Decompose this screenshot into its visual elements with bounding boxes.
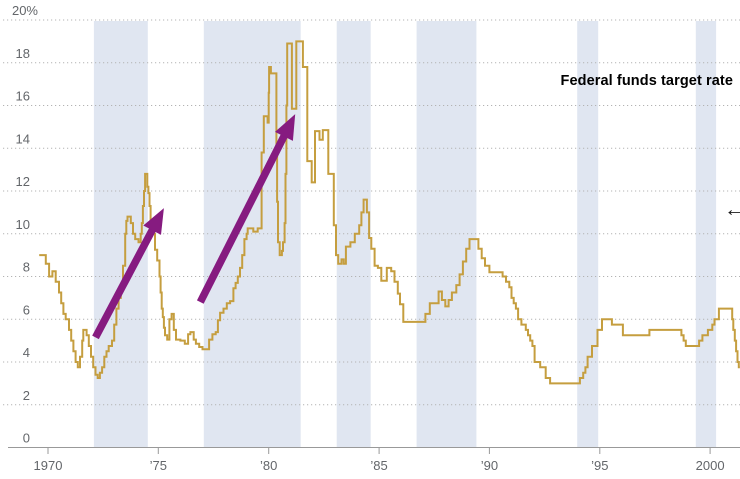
y-tick-label: 14 <box>16 131 30 146</box>
y-tick-label: 12 <box>16 174 30 189</box>
trend-arrow-shaft <box>92 224 158 340</box>
x-tick-label: ’75 <box>150 458 167 473</box>
y-tick-label: 6 <box>23 302 30 317</box>
trend-arrow-head <box>275 114 296 141</box>
trend-arrow-shaft <box>196 131 290 304</box>
x-tick-label: ’95 <box>591 458 608 473</box>
y-tick-label: 18 <box>16 46 30 61</box>
chart-title: Federal funds target rate <box>560 73 733 89</box>
y-tick-label: 4 <box>23 345 30 360</box>
x-tick-label: ’80 <box>260 458 277 473</box>
rate-rise-band <box>203 21 301 448</box>
y-tick-label: 10 <box>16 217 30 232</box>
y-tick-label: 8 <box>23 260 30 275</box>
y-tick-label: 20% <box>12 3 38 18</box>
x-tick-label: 1970 <box>34 458 63 473</box>
rate-rise-band <box>416 21 477 448</box>
x-tick-label: 2000 <box>696 458 725 473</box>
rate-rise-band <box>336 21 371 448</box>
x-tick-label: ’85 <box>370 458 387 473</box>
rate-rise-band <box>93 21 148 448</box>
trend-arrow-head <box>143 208 164 235</box>
x-tick-label: ’90 <box>481 458 498 473</box>
left-arrow-icon: ← <box>724 198 740 221</box>
y-tick-label: 2 <box>23 388 30 403</box>
y-tick-label: 0 <box>23 431 30 446</box>
y-tick-label: 16 <box>16 89 30 104</box>
